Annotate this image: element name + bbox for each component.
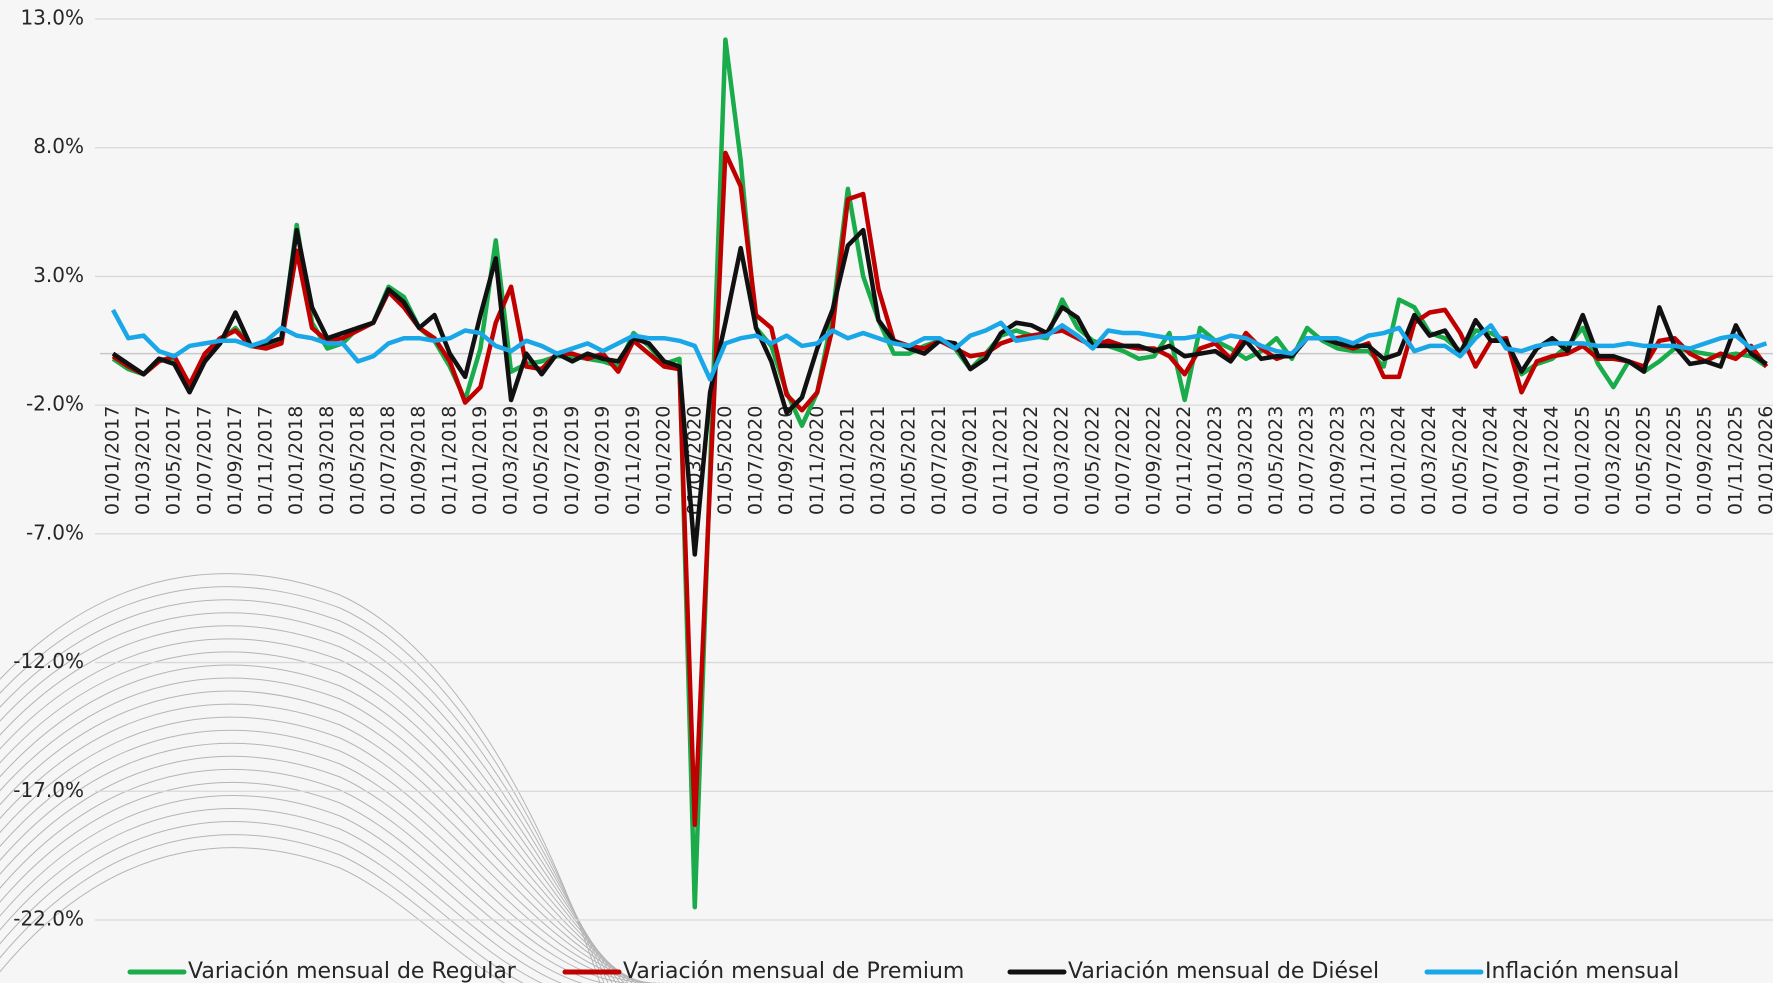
x-tick-label: 01/03/2024: [1418, 406, 1440, 516]
contour-line: [0, 704, 640, 983]
x-tick-label: 01/01/2018: [285, 406, 307, 516]
x-tick-label: 01/09/2018: [408, 406, 430, 516]
y-tick-label: 3.0%: [33, 263, 84, 287]
x-tick-label: 01/07/2017: [193, 406, 215, 516]
x-tick-label: 01/01/2026: [1755, 406, 1773, 516]
y-tick-label: -17.0%: [13, 778, 84, 802]
y-tick-label: -2.0%: [26, 392, 84, 416]
x-tick-label: 01/05/2020: [714, 406, 736, 516]
x-tick-label: 01/05/2021: [898, 406, 920, 516]
contour-line: [0, 809, 672, 983]
x-tick-label: 01/01/2023: [1204, 406, 1226, 516]
x-tick-label: 01/07/2021: [928, 406, 950, 516]
x-tick-label: 01/03/2017: [132, 406, 154, 516]
x-tick-label: 01/01/2017: [102, 406, 124, 516]
x-tick-label: 01/09/2017: [224, 406, 246, 516]
y-tick-label: 8.0%: [33, 134, 84, 158]
x-tick-label: 01/01/2020: [653, 406, 675, 516]
x-tick-label: 01/03/2025: [1602, 406, 1624, 516]
page: {"chart_data": {"type": "line", "categor…: [0, 0, 1773, 983]
x-tick-label: 01/05/2023: [1265, 406, 1287, 516]
x-tick-label: 01/11/2017: [255, 406, 277, 516]
contour-line: [0, 652, 624, 983]
chart: 13.0% 8.0% 3.0% -2.0% -7.0% -12.0% -17.0% -22.0…: [0, 0, 1773, 983]
x-tick-label: 01/09/2022: [1143, 406, 1165, 516]
x-tick-label: 01/05/2019: [530, 406, 552, 516]
x-tick-label: 01/07/2022: [1112, 406, 1134, 516]
x-tick-label: 01/09/2019: [591, 406, 613, 516]
x-tick-label: 01/11/2024: [1541, 406, 1563, 516]
contour-line: [0, 587, 604, 983]
x-tick-label: 01/01/2019: [469, 406, 491, 516]
legend-label: Variación mensual de Regular: [188, 959, 517, 983]
x-tick-label: 01/09/2025: [1694, 406, 1716, 516]
x-tick-label: 01/03/2019: [500, 406, 522, 516]
x-tick-label: 01/05/2025: [1633, 406, 1655, 516]
x-tick-label: 01/11/2020: [806, 406, 828, 516]
contour-line: [0, 796, 668, 983]
contour-line: [0, 756, 656, 983]
x-tick-label: 01/03/2021: [867, 406, 889, 516]
x-tick-label: 01/07/2018: [377, 406, 399, 516]
x-tick-label: 01/11/2019: [622, 406, 644, 516]
x-axis: 01/01/2017 01/03/2017 01/05/2017 01/07/2017…: [102, 406, 1773, 516]
contour-line: [0, 769, 660, 983]
x-tick-label: 01/01/2024: [1388, 406, 1410, 516]
x-tick-label: 01/11/2025: [1724, 406, 1746, 516]
contour-line: [0, 639, 620, 983]
x-tick-label: 01/11/2023: [1357, 406, 1379, 516]
x-tick-label: 01/07/2024: [1479, 406, 1501, 516]
y-tick-label: -7.0%: [26, 520, 84, 544]
x-tick-label: 01/03/2023: [1234, 406, 1256, 516]
contour-line: [0, 678, 632, 983]
x-tick-label: 01/07/2023: [1296, 406, 1318, 516]
x-tick-label: 01/01/2025: [1571, 406, 1593, 516]
contour-line: [0, 626, 616, 983]
x-tick-label: 01/03/2018: [316, 406, 338, 516]
x-tick-label: 01/11/2022: [1173, 406, 1195, 516]
x-tick-label: 01/09/2024: [1510, 406, 1532, 516]
y-tick-label: -22.0%: [13, 907, 84, 931]
x-tick-label: 01/05/2018: [346, 406, 368, 516]
x-tick-label: 01/09/2021: [959, 406, 981, 516]
x-tick-label: 01/11/2018: [438, 406, 460, 516]
x-tick-label: 01/11/2021: [989, 406, 1011, 516]
decoration: [0, 574, 684, 983]
contour-line: [0, 782, 664, 983]
y-tick-label: -12.0%: [13, 649, 84, 673]
x-tick-label: 01/07/2020: [745, 406, 767, 516]
contour-line: [0, 613, 612, 983]
contour-line: [0, 665, 628, 983]
x-tick-label: 01/09/2020: [775, 406, 797, 516]
y-tick-label: 13.0%: [20, 6, 84, 30]
x-tick-label: 01/07/2025: [1663, 406, 1685, 516]
x-tick-label: 01/01/2021: [836, 406, 858, 516]
x-tick-label: 01/07/2019: [561, 406, 583, 516]
x-tick-label: 01/01/2022: [1020, 406, 1042, 516]
legend: Variación mensual de Regular Variación me…: [130, 959, 1679, 983]
x-tick-label: 01/03/2022: [1051, 406, 1073, 516]
x-tick-label: 01/05/2017: [163, 406, 185, 516]
legend-label: Variación mensual de Diésel: [1068, 959, 1379, 983]
contour-line: [0, 691, 636, 983]
x-tick-label: 01/05/2024: [1449, 406, 1471, 516]
x-tick-label: 01/09/2023: [1326, 406, 1348, 516]
x-tick-label: 01/05/2022: [1081, 406, 1103, 516]
legend-label: Inflación mensual: [1485, 959, 1679, 983]
legend-label: Variación mensual de Premium: [623, 959, 964, 983]
